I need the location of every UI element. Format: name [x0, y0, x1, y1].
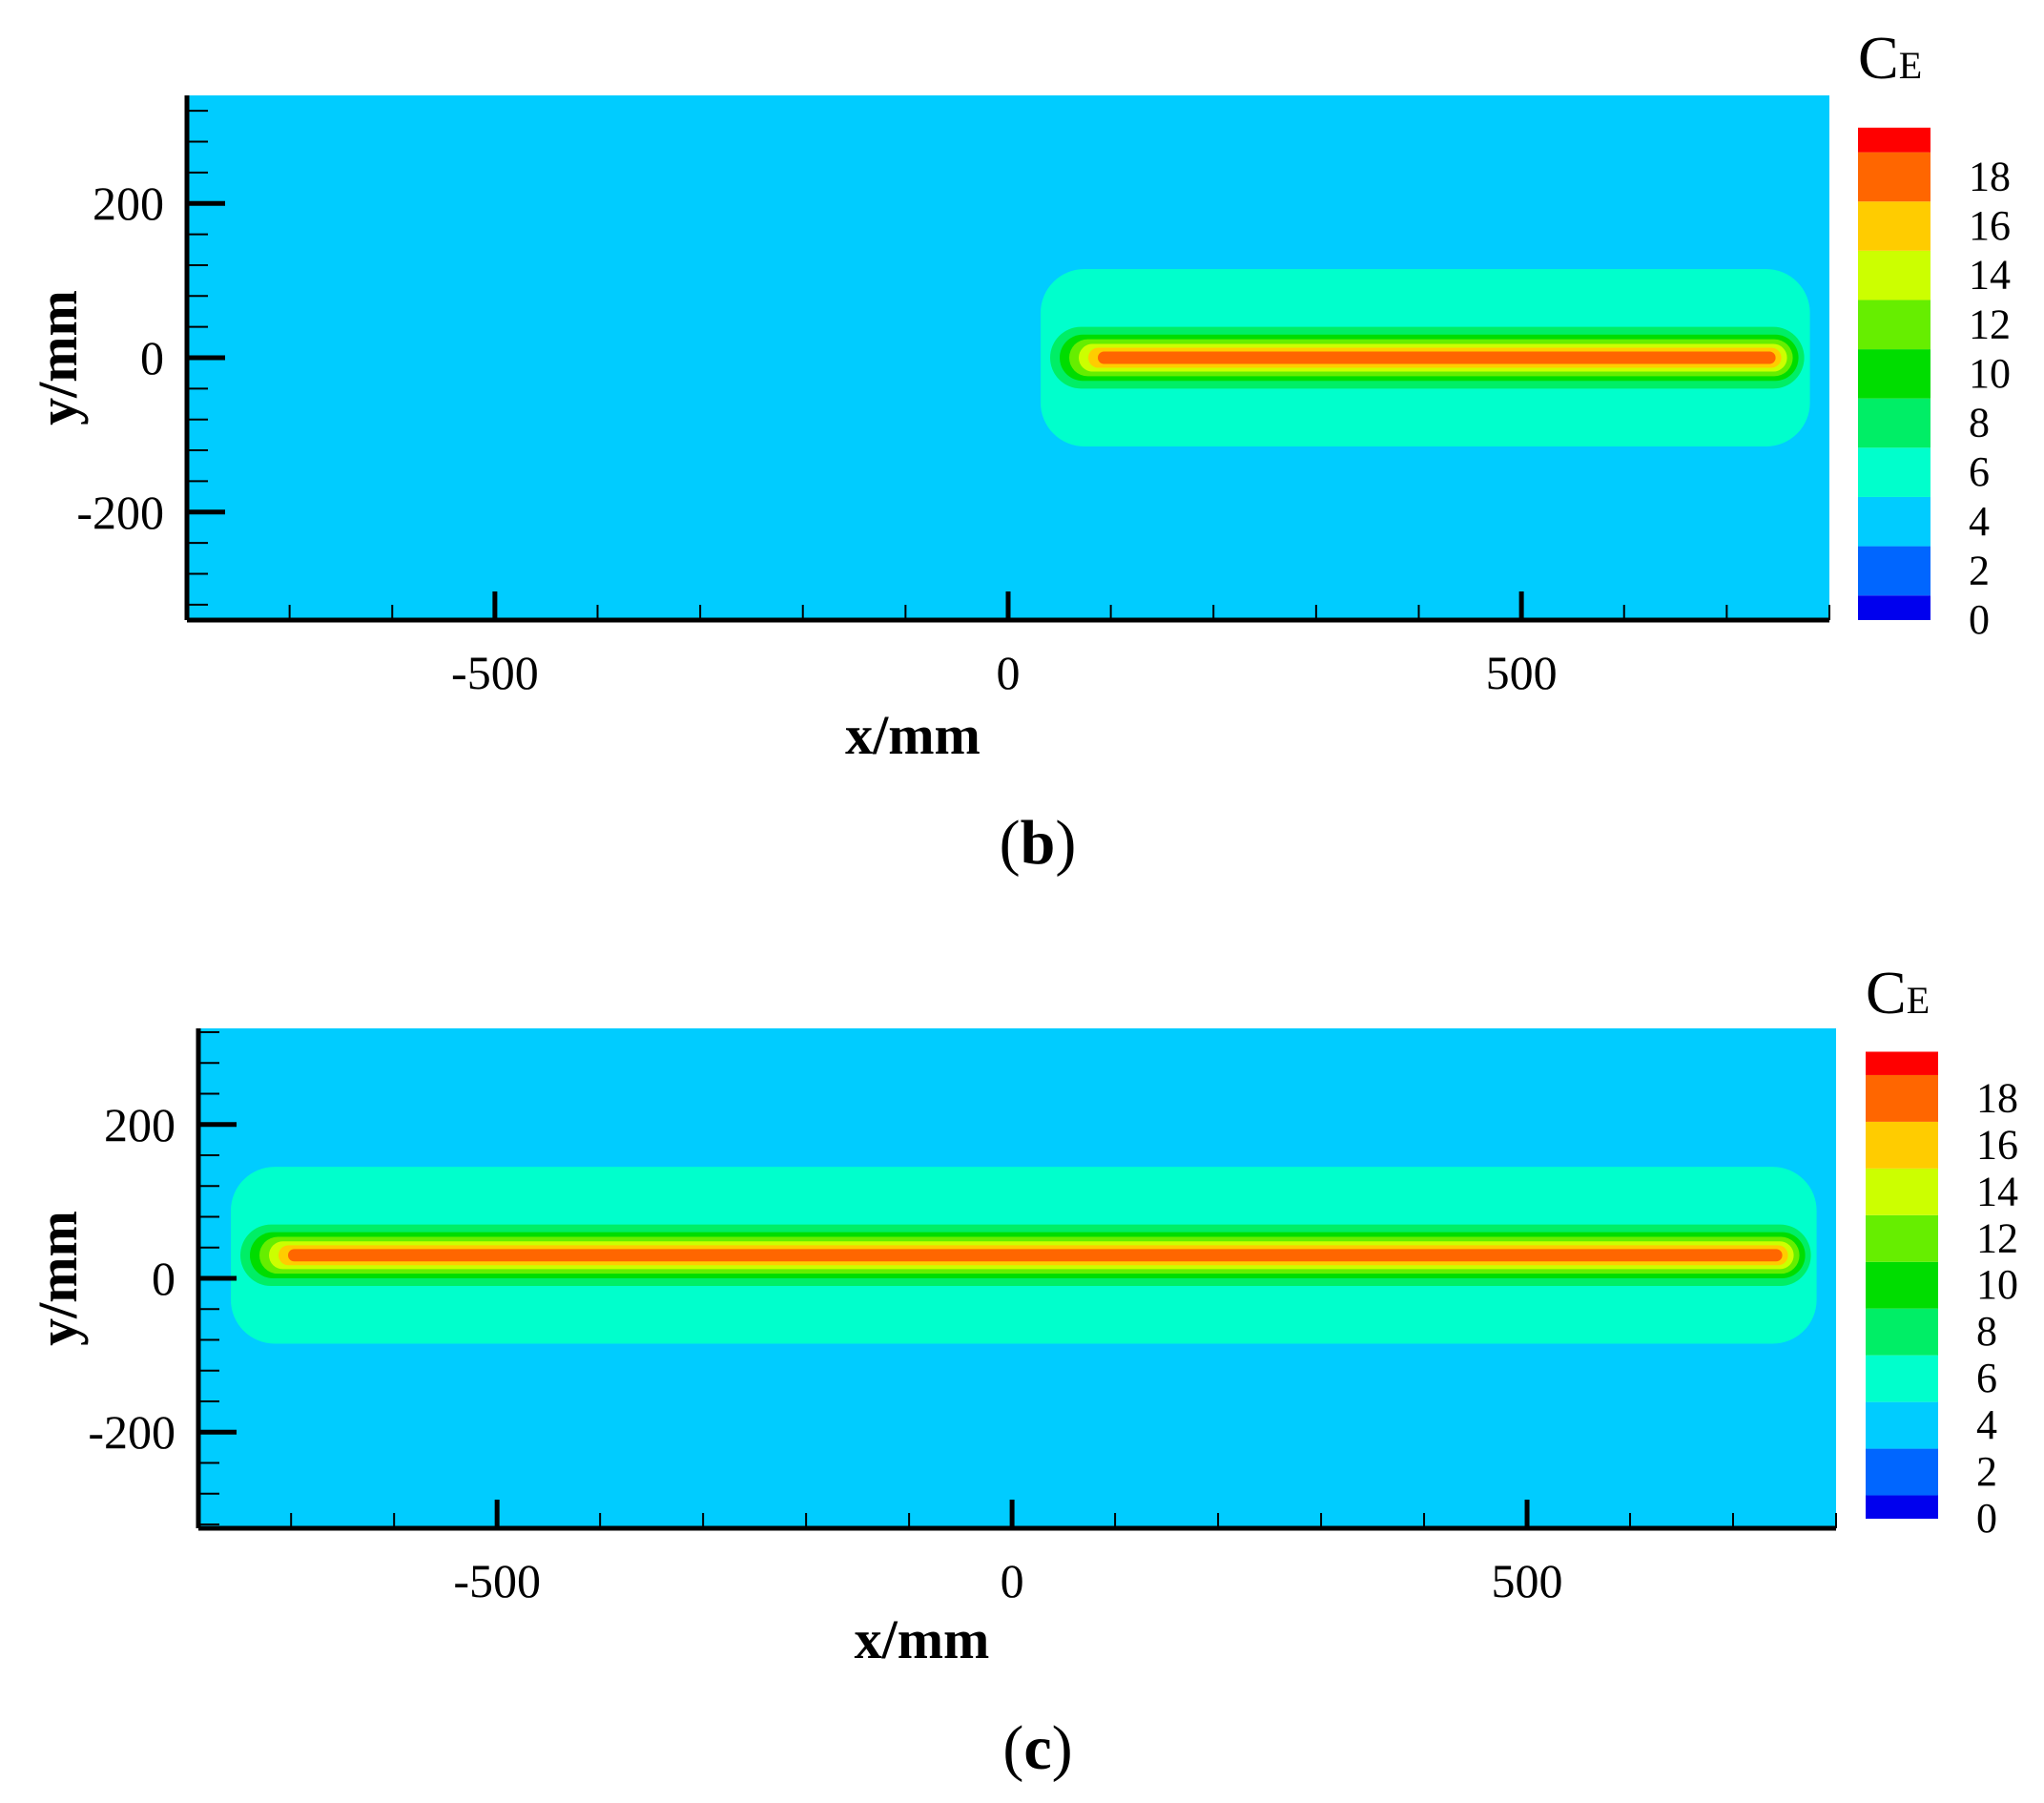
- colorbar-band: [1866, 1448, 1938, 1496]
- x-tick-label: 0: [1001, 1554, 1024, 1607]
- chart-b: -500 0 5002000-200x/mmy/mm024681012141618C…: [27, 24, 2011, 878]
- colorbar-tick-label: 10: [1976, 1261, 2018, 1308]
- contour-level-16: [288, 1249, 1783, 1262]
- x-axis-title: x/mm: [845, 704, 981, 766]
- colorbar-tick-label: 12: [1976, 1214, 2018, 1261]
- panel-label-close-paren: ): [1052, 1713, 1073, 1783]
- chart-c: -500 0 5002000-200x/mmy/mm024681012141618C…: [27, 959, 2018, 1783]
- panel-label-close-paren: ): [1055, 808, 1076, 878]
- panel-c: -500 0 500 200 0 -200 x/mm y/mm 0 2 4 6 8 10 12 14 16 18 C…: [0, 925, 2044, 1803]
- colorbar-tick-label: 8: [1969, 400, 1990, 446]
- colorbar-band: [1858, 152, 1930, 202]
- colorbar-tick-label: 4: [1969, 498, 1990, 545]
- colorbar-band: [1866, 1168, 1938, 1215]
- x-tick-label: 0: [997, 646, 1021, 699]
- colorbar-band: [1858, 496, 1930, 547]
- contour-level-16: [1098, 351, 1776, 364]
- colorbar-band: [1858, 349, 1930, 399]
- colorbar-band: [1858, 398, 1930, 448]
- x-tick-label: 500: [1492, 1554, 1563, 1607]
- colorbar-band: [1858, 546, 1930, 596]
- colorbar-title-sub: E: [1907, 979, 1930, 1022]
- colorbar-tick-label: 16: [1976, 1121, 2018, 1168]
- y-axis-title: y/mm: [27, 290, 89, 425]
- y-tick-label: 0: [140, 331, 164, 384]
- colorbar-tick-label: 12: [1969, 300, 2011, 347]
- colorbar-tick-label: 0: [1976, 1495, 1997, 1542]
- colorbar-title: CE: [1866, 959, 1930, 1026]
- colorbar-tick-label: 16: [1969, 202, 2011, 249]
- colorbar-title: CE: [1858, 24, 1922, 92]
- contour-group: [198, 1147, 1823, 1363]
- colorbar-tick-label: 6: [1976, 1355, 1997, 1401]
- y-tick-label: 200: [93, 176, 164, 230]
- colorbar-tick-label: 14: [1969, 252, 2011, 299]
- panel-label: (c): [1002, 1713, 1072, 1783]
- colorbar-band: [1858, 595, 1930, 620]
- colorbar-band: [1866, 1355, 1938, 1402]
- colorbar-title-sub: E: [1899, 44, 1922, 87]
- colorbar-tick-label: 4: [1976, 1401, 1997, 1448]
- colorbar-tick-label: 18: [1976, 1074, 2018, 1121]
- panel-label-open-paren: (: [1002, 1713, 1023, 1783]
- colorbar-band: [1866, 1495, 1938, 1519]
- colorbar-tick-label: 2: [1976, 1448, 1997, 1495]
- colorbar-band: [1858, 250, 1930, 300]
- colorbar-band: [1866, 1308, 1938, 1356]
- y-tick-label: 0: [152, 1252, 175, 1305]
- colorbar-band: [1866, 1401, 1938, 1449]
- panel-label: (b): [1000, 808, 1077, 878]
- colorbar-tick-label: 18: [1969, 153, 2011, 199]
- colorbar-tick-label: 8: [1976, 1308, 1997, 1355]
- panel-b: -500 0 500 200 0 -200 x/mm y/mm 0 2 4 6 8 10 12 14 16 18 C…: [27, 24, 2011, 878]
- colorbar-tick-label: 6: [1969, 448, 1990, 495]
- x-tick-label: -500: [453, 1554, 541, 1607]
- y-tick-label: -200: [76, 486, 164, 539]
- colorbar-band: [1858, 127, 1930, 153]
- panel-label-letter: b: [1021, 808, 1056, 878]
- colorbar-band: [1866, 1051, 1938, 1075]
- colorbar-tick-label: 0: [1969, 596, 1990, 643]
- colorbar-band: [1866, 1214, 1938, 1262]
- panel-label-letter: c: [1023, 1713, 1051, 1783]
- y-tick-label: 200: [104, 1098, 175, 1151]
- y-axis-title: y/mm: [27, 1211, 89, 1346]
- colorbar-tick-label: 10: [1969, 350, 2011, 397]
- colorbar-band: [1858, 201, 1930, 251]
- colorbar-band: [1858, 447, 1930, 497]
- colorbar-title-main: C: [1858, 24, 1899, 92]
- x-axis-title: x/mm: [855, 1608, 990, 1670]
- colorbar-band: [1858, 300, 1930, 350]
- colorbar-tick-label: 14: [1976, 1168, 2018, 1214]
- colorbar-band: [1866, 1121, 1938, 1169]
- colorbar-band: [1866, 1074, 1938, 1122]
- contour-group: [964, 249, 1816, 466]
- colorbar-title-main: C: [1866, 959, 1907, 1026]
- y-tick-label: -200: [88, 1405, 175, 1459]
- colorbar-band: [1866, 1261, 1938, 1309]
- colorbar-tick-label: 2: [1969, 547, 1990, 593]
- x-tick-label: -500: [451, 646, 539, 699]
- panel-label-open-paren: (: [1000, 808, 1021, 878]
- x-tick-label: 500: [1486, 646, 1558, 699]
